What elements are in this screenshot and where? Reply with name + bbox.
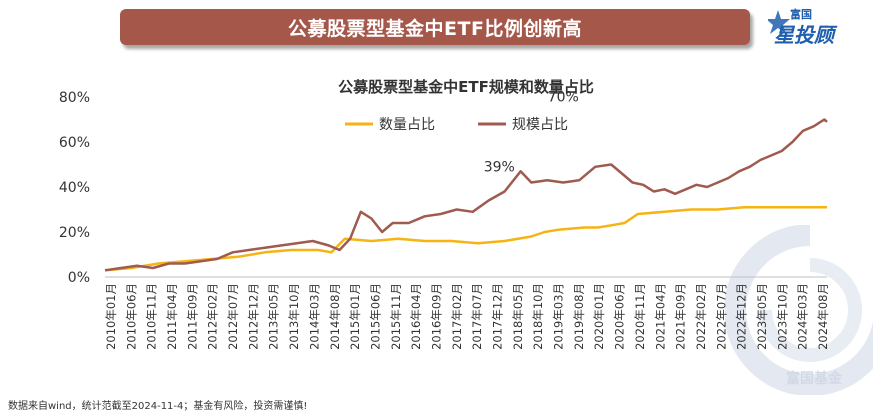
x-tick-label: 2022年12月: [735, 283, 749, 350]
x-tick-label: 2012年12月: [246, 283, 260, 350]
x-tick-label: 2023年05月: [755, 283, 769, 350]
x-tick-label: 2019年03月: [552, 283, 566, 350]
x-tick-label: 2020年01月: [592, 283, 606, 350]
x-tick-label: 2024年08月: [816, 283, 830, 350]
x-tick-label: 2014年08月: [328, 283, 342, 350]
banner-title: 公募股票型基金中ETF比例创新高: [288, 17, 582, 40]
data-annotation: 39%: [484, 159, 515, 175]
x-tick-label: 2017年12月: [491, 283, 505, 350]
legend-scale-label: 规模占比: [512, 117, 568, 133]
x-tick-label: 2019年08月: [572, 283, 586, 350]
x-tick-label: 2020年11月: [633, 283, 647, 350]
x-tick-label: 2021年09月: [674, 283, 688, 350]
x-tick-label: 2015年06月: [368, 283, 382, 350]
chart-title: 公募股票型基金中ETF规模和数量占比: [338, 78, 594, 96]
footer-note: 数据来自wind，统计范截至2024-11-4；基金有风险，投资需谨慎!: [8, 401, 308, 412]
y-tick-label: 0%: [68, 270, 90, 286]
x-tick-label: 2022年02月: [694, 283, 708, 350]
y-tick-label: 20%: [59, 225, 90, 241]
x-tick-label: 2015年11月: [389, 283, 403, 350]
x-tick-label: 2012年07月: [226, 283, 240, 350]
x-tick-label: 2020年06月: [613, 283, 627, 350]
x-tick-label: 2010年01月: [104, 283, 118, 350]
brand-logo: 富国 星投顾: [766, 4, 868, 47]
x-tick-label: 2011年09月: [185, 283, 199, 350]
x-tick-label: 2010年06月: [124, 283, 138, 350]
x-tick-label: 2018年05月: [511, 283, 525, 350]
y-tick-label: 60%: [59, 135, 90, 151]
x-tick-label: 2016年09月: [429, 283, 443, 350]
y-tick-label: 80%: [59, 90, 90, 106]
x-tick-label: 2017年02月: [450, 283, 464, 350]
x-tick-label: 2018年10月: [531, 283, 545, 350]
star-icon: [766, 10, 790, 34]
x-tick-label: 2014年03月: [307, 283, 321, 350]
watermark-text: 富国基金: [786, 371, 842, 387]
x-tick-label: 2010年11月: [145, 283, 159, 350]
logo-small-text: 富国: [790, 8, 812, 21]
x-tick-label: 2016年04月: [409, 283, 423, 350]
x-tick-label: 2015年01月: [348, 283, 362, 350]
logo-main-text: 星投顾: [774, 23, 834, 47]
legend-count-label: 数量占比: [379, 117, 435, 133]
x-tick-label: 2017年07月: [470, 283, 484, 350]
x-tick-label: 2011年04月: [165, 283, 179, 350]
x-tick-label: 2024年03月: [796, 283, 810, 350]
watermark-logo-icon: [725, 225, 873, 395]
data-annotation: 70%: [548, 90, 579, 106]
x-tick-label: 2013年05月: [267, 283, 281, 350]
title-banner: 公募股票型基金中ETF比例创新高: [120, 9, 750, 45]
series-line-count: [104, 206, 827, 272]
x-tick-label: 2022年07月: [714, 283, 728, 350]
x-tick-label: 2012年02月: [206, 283, 220, 350]
y-tick-label: 40%: [59, 180, 90, 196]
x-tick-label: 2021年04月: [653, 283, 667, 350]
x-tick-label: 2013年10月: [287, 283, 301, 350]
x-tick-label: 2023年10月: [775, 283, 789, 350]
series-line-scale: [104, 118, 828, 272]
